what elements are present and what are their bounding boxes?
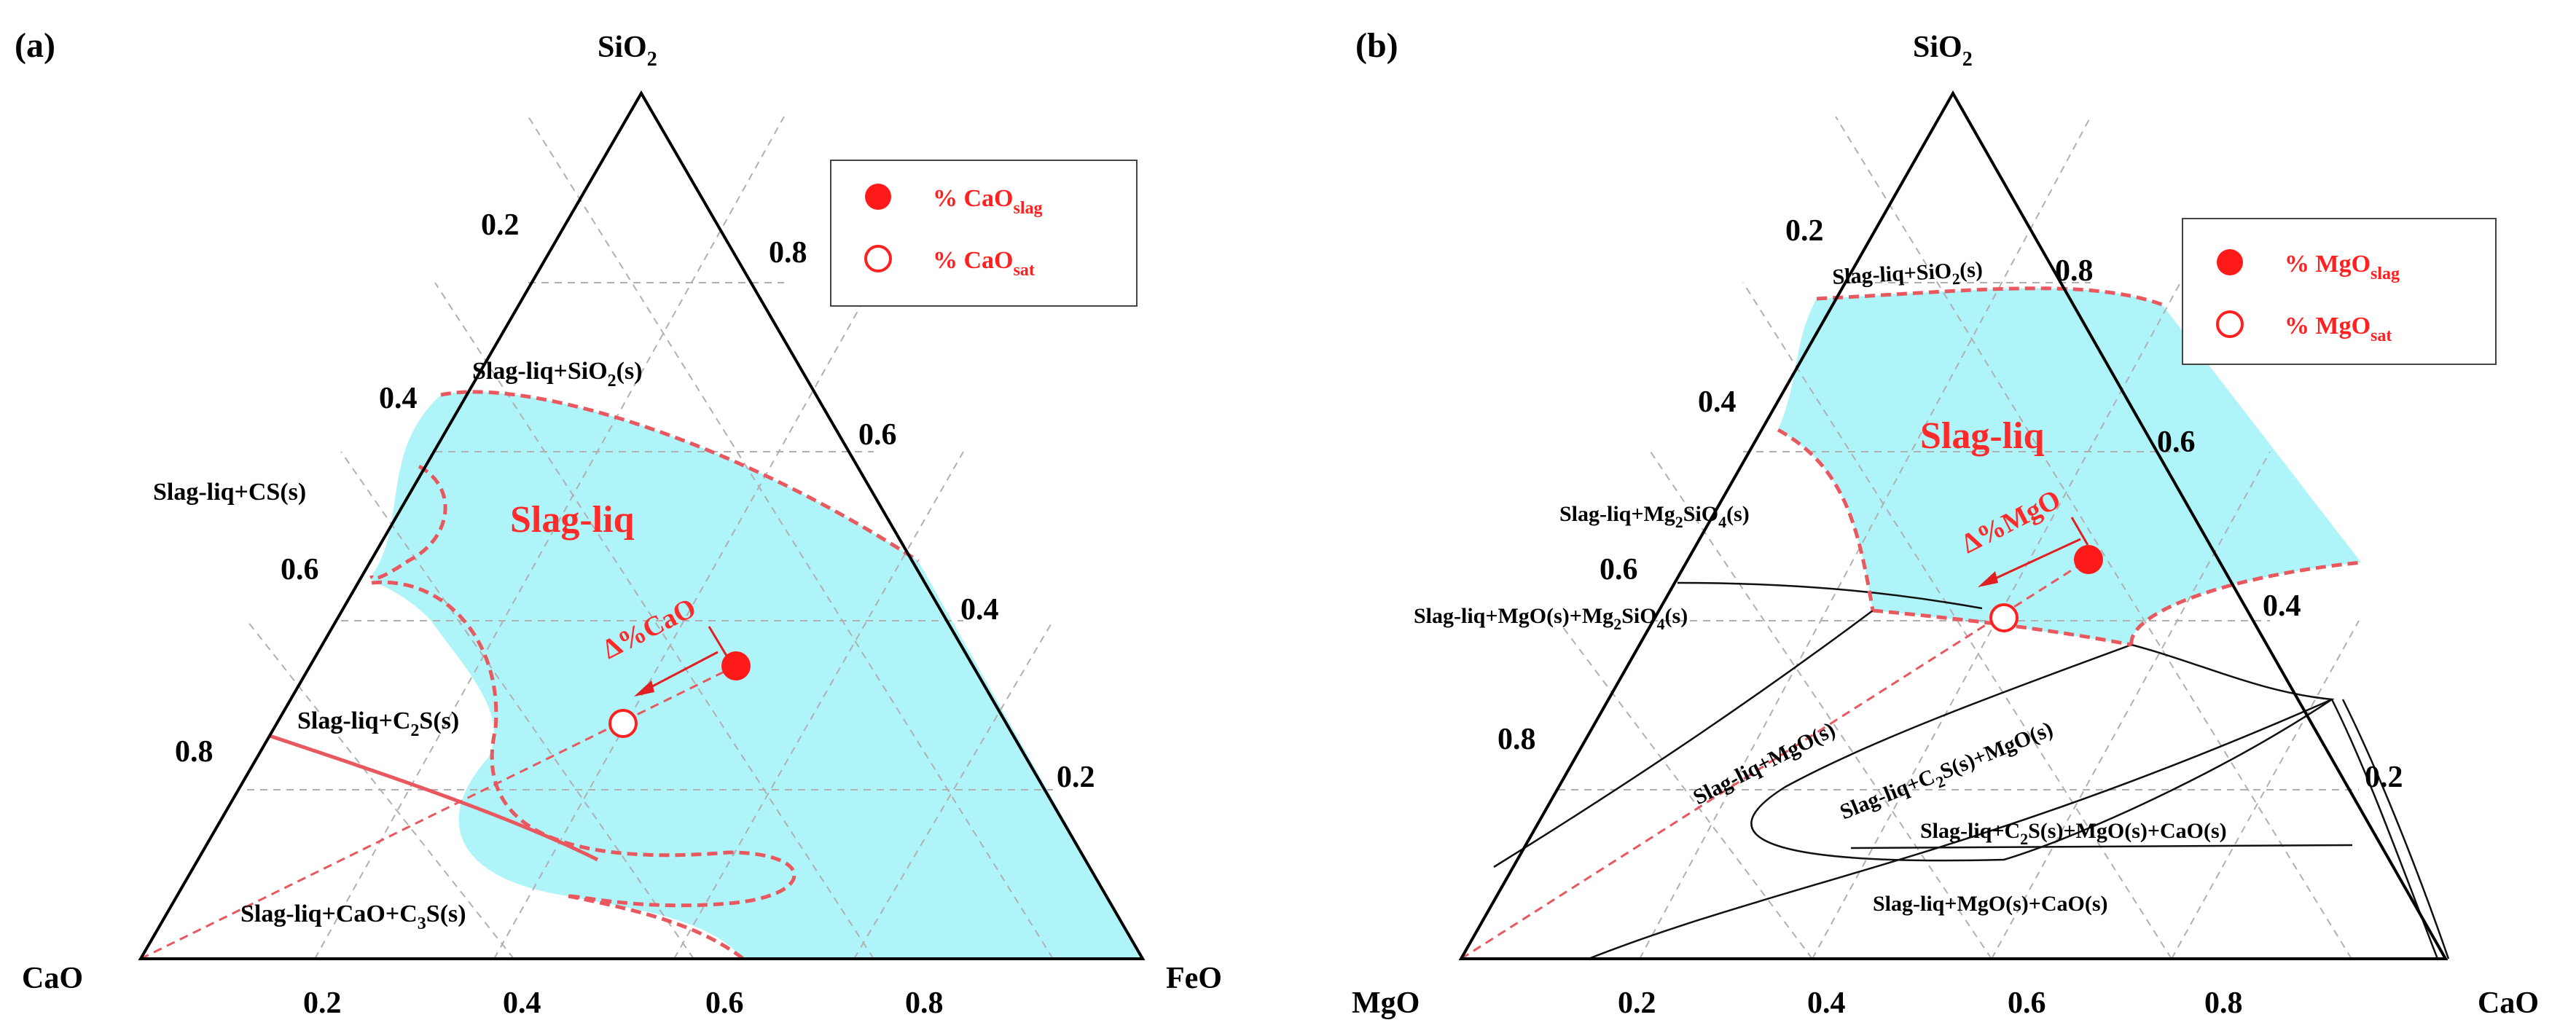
panel-b-bottom-tick: 0.6 bbox=[2008, 986, 2046, 1020]
panel-a-tie-line bbox=[140, 664, 737, 960]
panel-a-apex-sio2: SiO2 bbox=[598, 31, 657, 71]
panel-b-legend: % MgOslag % MgOsat bbox=[2182, 218, 2497, 365]
panel-a-region-liquid: Slag-liq bbox=[510, 499, 635, 541]
panel-a: (a) SiO2 CaO FeO bbox=[15, 26, 1222, 1020]
legend-filled-marker bbox=[865, 184, 891, 210]
panel-a-bottom-tick: 0.4 bbox=[503, 986, 541, 1020]
panel-a-left-tick: 0.2 bbox=[481, 208, 520, 242]
panel-a-apex-feo: FeO bbox=[1166, 962, 1222, 995]
panel-b-left-tick: 0.6 bbox=[1600, 553, 1638, 586]
panel-a-delta-arrowhead bbox=[634, 680, 654, 696]
panel-b-right-vert-1 bbox=[2330, 699, 2439, 960]
panel-b-apex-mgo: MgO bbox=[1352, 986, 1420, 1020]
panel-b-region-c2s-mgo: Slag-liq+C2S(s)+MgO(s) bbox=[1836, 717, 2058, 829]
panel-b-legend-sat: % MgOsat bbox=[2285, 313, 2392, 345]
panel-b-c2s-loop bbox=[1750, 643, 2335, 862]
panel-b-c2s-boundary bbox=[2129, 560, 2362, 645]
panel-b-delta-tick bbox=[2070, 517, 2089, 546]
panel-a-delta-tick bbox=[708, 626, 728, 656]
panel-a-legend-sat: % CaOsat bbox=[933, 247, 1035, 280]
panel-b-left-tick: 0.2 bbox=[1785, 214, 1824, 248]
panel-b-region-mgo: Slag-liq+MgO(s) bbox=[1689, 718, 1839, 809]
panel-b-mg2sio4-boundary bbox=[1777, 428, 1875, 611]
panel-a-c3s-boundary bbox=[568, 894, 745, 960]
panel-a-left-tick: 0.8 bbox=[175, 735, 214, 769]
panel-b-label: (b) bbox=[1355, 26, 1398, 65]
panel-a-region-c2s: Slag-liq+C2S(s) bbox=[297, 707, 459, 740]
panel-b-right-tick: 0.6 bbox=[2157, 425, 2196, 459]
panel-a-legend-slag: % CaOslag bbox=[933, 185, 1043, 218]
panel-b-triangle bbox=[1458, 90, 2448, 960]
panel-a-apex-cao: CaO bbox=[22, 962, 83, 995]
panel-b-left-tick: 0.4 bbox=[1698, 385, 1737, 419]
panel-b-region-liquid: Slag-liq bbox=[1920, 415, 2045, 457]
panel-b-mgo-cao-line bbox=[1588, 698, 2333, 960]
panel-a-left-tick: 0.6 bbox=[281, 553, 319, 586]
panel-a-right-tick: 0.4 bbox=[960, 593, 999, 627]
panel-b-mg2sio4-line bbox=[1677, 581, 1983, 610]
panel-b-region-mgo-cao: Slag-liq+MgO(s)+CaO(s) bbox=[1873, 892, 2108, 916]
panel-b-apex-cao: CaO bbox=[2478, 986, 2539, 1020]
panel-a-sio2-boundary bbox=[440, 390, 920, 563]
legend-open-marker bbox=[2216, 310, 2244, 338]
panel-a-right-tick: 0.8 bbox=[769, 236, 807, 270]
panel-a-sat-point bbox=[608, 709, 638, 738]
panel-a-liquid-region bbox=[370, 391, 1143, 959]
panel-a-right-tick: 0.2 bbox=[1057, 761, 1095, 794]
panel-a-label: (a) bbox=[15, 26, 55, 65]
panel-a-legend: % CaOslag % CaOsat bbox=[830, 160, 1138, 307]
panel-b-sat-point bbox=[1989, 603, 2019, 632]
panel-a-left-tick: 0.4 bbox=[379, 382, 418, 415]
panel-a-bottom-tick: 0.6 bbox=[705, 986, 744, 1020]
panel-a-bottom-tick: 0.8 bbox=[905, 986, 944, 1020]
panel-b-legend-slag: % MgOslag bbox=[2285, 251, 2400, 283]
panel-b-region-sio2: Slag-liq+SiO2(s) bbox=[1832, 257, 1984, 294]
panel-a-region-c3s: Slag-liq+CaO+C3S(s) bbox=[240, 900, 466, 933]
legend-open-marker bbox=[864, 245, 892, 272]
panel-b-right-tick: 0.4 bbox=[2263, 589, 2301, 623]
panel-a-cs-boundary bbox=[369, 464, 447, 581]
panel-b-region-mg2sio4: Slag-liq+Mg2SiO4(s) bbox=[1559, 502, 1750, 531]
panel-b-c2s-mgo-cao-line bbox=[1850, 844, 2353, 849]
panel-b-right-tick: 0.2 bbox=[2365, 761, 2403, 794]
panel-b-bottom-tick: 0.8 bbox=[2204, 986, 2243, 1020]
panel-b-right-vert-2 bbox=[2341, 699, 2450, 960]
panel-b-right-tick: 0.8 bbox=[2055, 254, 2094, 288]
panel-b-delta-arrowhead bbox=[1978, 571, 1998, 587]
panel-b-sio2-boundary bbox=[1816, 286, 2163, 307]
legend-filled-marker bbox=[2217, 249, 2243, 275]
panel-b: (b) bbox=[1352, 26, 2539, 1020]
panel-b-bottom-tick: 0.4 bbox=[1807, 986, 1846, 1020]
panel-b-delta-arrow bbox=[1985, 538, 2081, 584]
panel-b-region-mgo-mg2sio4: Slag-liq+MgO(s)+Mg2SiO4(s) bbox=[1414, 604, 1688, 633]
panel-a-solid-line bbox=[269, 734, 599, 862]
panel-b-tie-line bbox=[1460, 558, 2089, 960]
panel-b-mgo-line bbox=[1493, 609, 1874, 868]
panel-b-bottom-tick: 0.2 bbox=[1618, 986, 1656, 1020]
panel-a-bottom-tick: 0.2 bbox=[303, 986, 342, 1020]
panel-a-delta-arrow bbox=[641, 651, 719, 694]
panel-b-slag-point bbox=[2074, 545, 2103, 574]
panel-a-right-tick: 0.6 bbox=[858, 418, 897, 452]
panel-b-left-tick: 0.8 bbox=[1498, 723, 1536, 756]
panel-b-apex-sio2: SiO2 bbox=[1913, 31, 1973, 71]
panel-a-triangle bbox=[138, 90, 1146, 960]
panel-a-region-cs: Slag-liq+CS(s) bbox=[153, 479, 306, 506]
panel-a-region-sio2: Slag-liq+SiO2(s) bbox=[472, 358, 643, 391]
panel-a-slag-point bbox=[721, 651, 751, 680]
panel-b-region-c2s-mgo-cao: Slag-liq+C2S(s)+MgO(s)+CaO(s) bbox=[1920, 819, 2227, 848]
